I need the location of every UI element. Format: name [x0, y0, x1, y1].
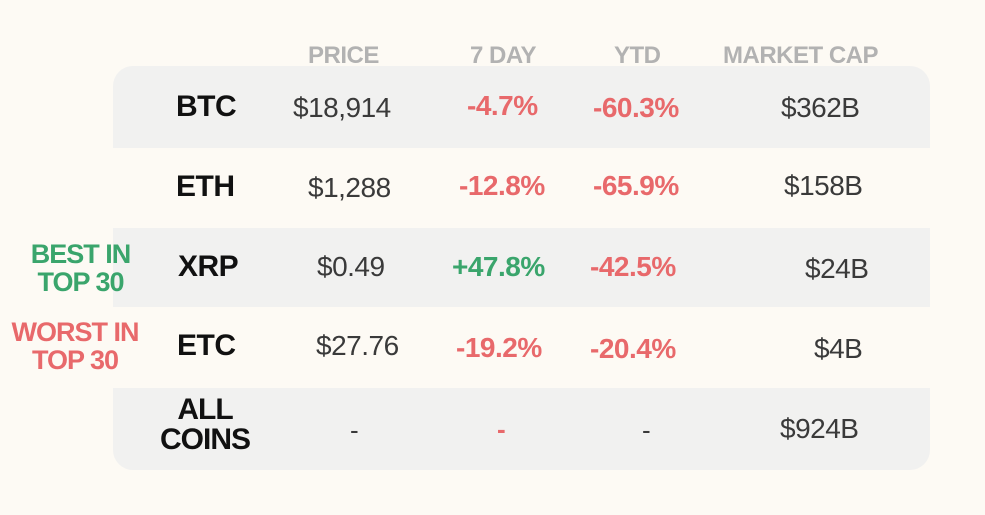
coin-name: BTC [176, 90, 237, 123]
coin-name-line-2: COINS [159, 423, 251, 456]
coin-market-cap: $4B [814, 333, 863, 364]
coin-name-all-coins: ALL COINS [145, 395, 265, 455]
crypto-table [113, 66, 930, 470]
coin-price: $0.49 [317, 251, 385, 282]
coin-name: XRP [178, 250, 239, 283]
coin-price: $27.76 [316, 330, 399, 361]
coin-7-day-change: -12.8% [459, 170, 545, 201]
best-label-line-1: BEST IN [30, 239, 132, 269]
coin-market-cap: $362B [781, 92, 860, 123]
best-in-top-30-label: BEST IN TOP 30 [18, 240, 143, 296]
row-band-xrp [113, 228, 930, 307]
coin-price: $18,914 [293, 92, 391, 123]
header-price: PRICE [308, 42, 379, 69]
total-price: - [350, 415, 359, 445]
coin-ytd-change: -65.9% [593, 170, 679, 201]
worst-label-line-1: WORST IN [11, 317, 140, 347]
total-7-day-change: - [497, 414, 506, 444]
coin-name: ETC [177, 329, 236, 362]
total-market-cap: $924B [780, 413, 859, 444]
coin-7-day-change: -4.7% [467, 90, 538, 121]
row-band-all-coins [113, 388, 930, 470]
coin-7-day-change: +47.8% [452, 251, 545, 282]
coin-ytd-change: -60.3% [593, 92, 679, 123]
worst-label-line-2: TOP 30 [31, 345, 119, 375]
coin-market-cap: $158B [784, 170, 863, 201]
coin-ytd-change: -20.4% [590, 333, 676, 364]
best-label-line-2: TOP 30 [37, 267, 124, 297]
coin-name: ETH [176, 170, 235, 203]
header-7-day: 7 DAY [470, 42, 536, 69]
coin-name-line-1: ALL [177, 393, 233, 426]
coin-market-cap: $24B [805, 253, 869, 284]
total-ytd-change: - [642, 415, 651, 445]
row-band-btc [113, 66, 930, 148]
coin-7-day-change: -19.2% [456, 332, 542, 363]
worst-in-top-30-label: WORST IN TOP 30 [4, 318, 146, 374]
coin-ytd-change: -42.5% [590, 251, 676, 282]
header-market-cap: MARKET CAP [723, 42, 879, 69]
header-ytd: YTD [614, 42, 661, 69]
coin-price: $1,288 [308, 172, 391, 203]
